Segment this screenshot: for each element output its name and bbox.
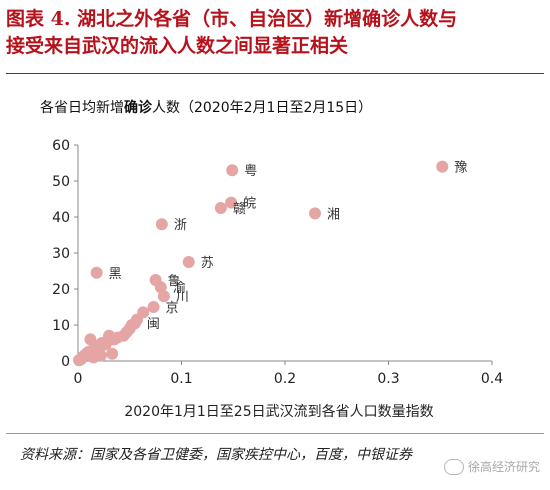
- figure-title: 图表 4. 湖北之外各省（市、自治区）新增确诊人数与 接受来自武汉的流入人数之间…: [6, 6, 546, 60]
- watermark: 徐高经济研究: [443, 458, 540, 475]
- data-point: [147, 301, 160, 313]
- point-label: 闽: [147, 317, 160, 332]
- wechat-icon: [443, 458, 464, 475]
- x-tick-label: 0: [74, 371, 83, 387]
- y-tick-label: 10: [52, 318, 70, 334]
- point-label: 皖: [243, 197, 256, 212]
- point-label: 浙: [174, 218, 187, 233]
- data-point: [214, 202, 227, 214]
- x-axis-label: 2020年1月1日至25日武汉流到各省人口数量指数: [124, 404, 433, 420]
- source-divider: [6, 433, 544, 434]
- figure-title-line-1: 图表 4. 湖北之外各省（市、自治区）新增确诊人数与: [6, 8, 458, 30]
- point-label: 京: [166, 301, 179, 316]
- point-label: 鲁: [168, 274, 181, 289]
- y-tick-label: 30: [52, 246, 70, 262]
- point-label: 湘: [327, 207, 340, 222]
- subtitle-prefix: 各省日均新增: [40, 100, 124, 116]
- point-label: 黑: [109, 267, 122, 282]
- point-label: 粤: [244, 163, 257, 179]
- subtitle-highlight: 确诊: [124, 100, 152, 116]
- data-point: [73, 354, 86, 367]
- data-point: [154, 281, 167, 294]
- point-label: 赣: [233, 202, 246, 217]
- data-point: [87, 351, 100, 364]
- y-tick-label: 50: [52, 174, 70, 190]
- x-tick-label: 0.1: [170, 371, 192, 387]
- y-tick-label: 60: [52, 138, 70, 154]
- data-point: [90, 266, 103, 279]
- x-tick-label: 0.2: [274, 371, 296, 387]
- y-tick-label: 0: [61, 354, 70, 370]
- data-point: [157, 290, 170, 303]
- data-point: [182, 256, 195, 268]
- point-label: 豫: [454, 161, 467, 176]
- y-tick-label: 40: [52, 210, 70, 226]
- x-tick-label: 0.3: [377, 371, 399, 387]
- point-label: 苏: [201, 255, 214, 271]
- title-divider: [6, 73, 544, 74]
- data-point: [106, 347, 119, 360]
- x-tick-label: 0.4: [481, 371, 503, 387]
- subtitle-suffix: 人数（2020年2月1日至2月15日）: [152, 100, 373, 116]
- source-note: 资料来源：国家及各省卫健委，国家疾控中心，百度，中银证券: [20, 447, 412, 463]
- data-point: [84, 333, 97, 346]
- data-point: [226, 164, 239, 177]
- point-label: 川: [176, 290, 189, 305]
- point-label: 渝: [173, 280, 186, 296]
- data-point: [225, 196, 238, 209]
- data-point: [99, 337, 112, 350]
- data-point: [436, 160, 449, 173]
- y-tick-label: 20: [52, 282, 70, 298]
- figure-title-line-2: 接受来自武汉的流入人数之间显著正相关: [6, 35, 349, 57]
- scatter-chart: 0 10 20 30 40 50 60 0 0.1 0.2 0.3 0.4 2020年1月1日至25日武…: [52, 138, 503, 420]
- chart-subtitle: 各省日均新增确诊人数（2020年2月1日至2月15日）: [40, 97, 372, 117]
- data-point: [309, 207, 322, 220]
- data-point: [155, 218, 168, 231]
- watermark-text: 徐高经济研究: [467, 460, 540, 474]
